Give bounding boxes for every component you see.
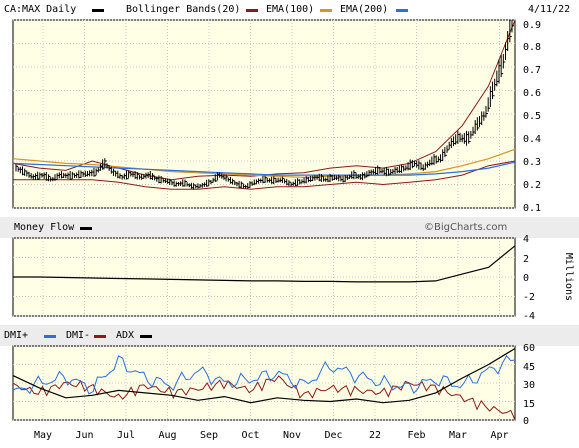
x-axis-label-apr: Apr: [490, 430, 508, 441]
legend-swatch-price: [92, 9, 104, 12]
mf-tick-neg2: -2: [523, 292, 535, 303]
x-axis-label-jun: Jun: [75, 430, 93, 441]
legend-swatch-dmi-plus: [44, 335, 56, 338]
legend-label-bollinger: Bollinger Bands(20): [126, 4, 240, 15]
dmi-plus-line: [12, 354, 516, 395]
legend-label-dmi-plus: DMI+: [4, 330, 28, 341]
legend-label-ema200: EMA(200): [340, 4, 388, 15]
legend-label-money-flow: Money Flow: [14, 222, 75, 233]
dmi-minus-line: [12, 375, 516, 421]
legend-label-dmi-minus: DMI-: [66, 330, 90, 341]
x-axis-label-may: May: [34, 430, 52, 441]
price-tick-0.3: 0.3: [523, 157, 541, 168]
mf-tick-neg4: -4: [523, 311, 535, 322]
legend-swatch-bollinger: [246, 9, 258, 12]
money-flow-plot-area: [12, 237, 516, 317]
x-axis-labels: May Jun Jul Aug Sep Oct Nov Dec 22 Feb Mar Apr: [34, 430, 509, 441]
legend-label-adx: ADX: [116, 330, 134, 341]
x-axis-label-mar: Mar: [449, 430, 467, 441]
adx-line: [12, 347, 516, 404]
legend-swatch-money-flow: [80, 227, 92, 230]
ema200-line: [12, 161, 516, 176]
dmi-tick-45: 45: [523, 362, 535, 373]
legend-label-ema100: EMA(100): [266, 4, 314, 15]
legend-swatch-adx: [140, 335, 152, 338]
legend-swatch-ema200: [396, 9, 408, 12]
x-axis-label-dec: Dec: [324, 430, 342, 441]
dmi-tick-60: 60: [523, 343, 535, 354]
money-flow-ylabel: Millions: [563, 253, 574, 301]
price-bars: [15, 20, 514, 190]
price-tick-0.2: 0.2: [523, 180, 541, 191]
x-axis-label-nov: Nov: [283, 430, 301, 441]
price-tick-0.4: 0.4: [523, 134, 541, 145]
dmi-tick-0: 0: [523, 416, 529, 427]
watermark: ©BigCharts.com: [424, 222, 507, 233]
price-tick-0.7: 0.7: [523, 65, 541, 76]
price-tick-0.6: 0.6: [523, 88, 541, 99]
price-plot-area: [12, 19, 516, 209]
mf-tick-0: 0: [523, 273, 529, 284]
money-flow-grid: [13, 237, 515, 317]
dmi-tick-30: 30: [523, 380, 535, 391]
legend-swatch-ema100: [320, 9, 332, 12]
dmi-tick-15: 15: [523, 399, 535, 410]
money-flow-header: [0, 217, 579, 238]
chart-date: 4/11/22: [528, 4, 570, 15]
x-axis-label-22: 22: [369, 430, 381, 441]
dmi-header: [0, 325, 579, 346]
bollinger-lower-line: [13, 160, 516, 190]
money-flow-line: [13, 245, 516, 283]
price-tick-0.1: 0.1: [523, 203, 541, 214]
x-axis-label-oct: Oct: [241, 430, 259, 441]
x-axis-label-feb: Feb: [407, 430, 425, 441]
dmi-plot-area: [12, 345, 516, 421]
x-axis-label-aug: Aug: [158, 430, 176, 441]
mf-tick-2: 2: [523, 254, 529, 265]
dmi-grid: [13, 345, 515, 421]
price-tick-0.5: 0.5: [523, 111, 541, 122]
x-axis-label-jul: Jul: [117, 430, 135, 441]
price-tick-0.8: 0.8: [523, 42, 541, 53]
price-tick-0.9: 0.9: [523, 20, 541, 31]
ema100-line: [12, 148, 516, 179]
x-axis-label-sep: Sep: [200, 430, 218, 441]
legend-label-price: CA:MAX Daily: [4, 4, 76, 15]
legend-swatch-dmi-minus: [94, 335, 106, 338]
mf-tick-4: 4: [523, 234, 529, 245]
